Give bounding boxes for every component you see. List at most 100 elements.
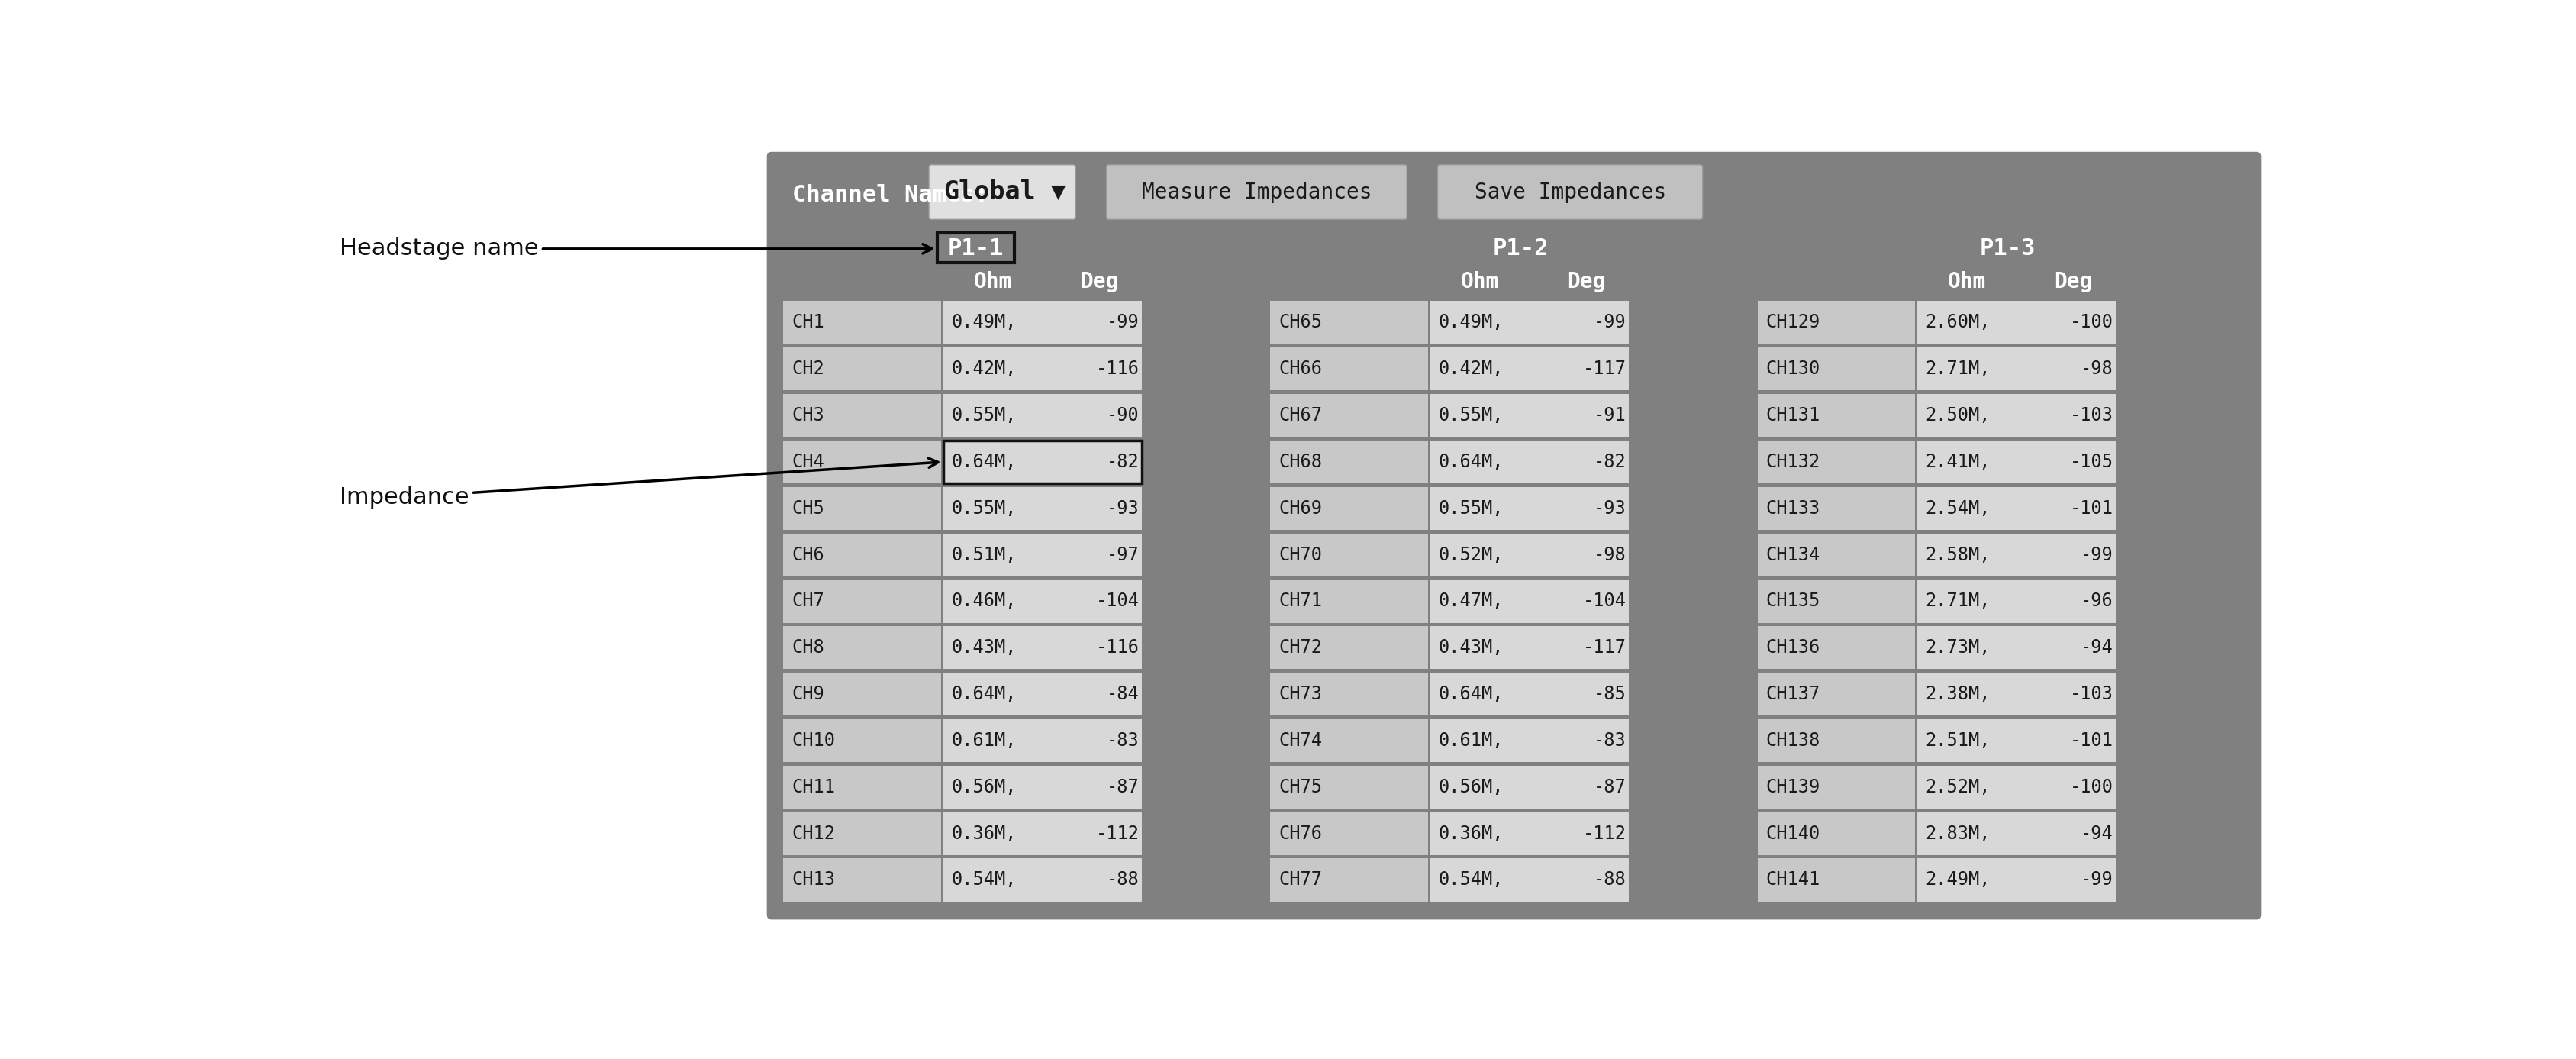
FancyBboxPatch shape	[1917, 672, 2115, 716]
Text: CH134: CH134	[1765, 545, 1821, 564]
FancyBboxPatch shape	[1917, 626, 2115, 669]
FancyBboxPatch shape	[1757, 766, 1914, 808]
FancyBboxPatch shape	[1430, 347, 1628, 391]
Text: 2.54M,: 2.54M,	[1924, 499, 1991, 518]
FancyBboxPatch shape	[943, 347, 1141, 391]
FancyBboxPatch shape	[1430, 487, 1628, 530]
Text: CH70: CH70	[1278, 545, 1321, 564]
Text: -83: -83	[1108, 732, 1139, 750]
Text: 2.71M,: 2.71M,	[1924, 360, 1991, 378]
FancyBboxPatch shape	[1917, 859, 2115, 901]
FancyBboxPatch shape	[1917, 534, 2115, 576]
Text: -99: -99	[1595, 313, 1625, 331]
FancyBboxPatch shape	[1757, 394, 1914, 437]
FancyBboxPatch shape	[783, 859, 940, 901]
Text: -101: -101	[2071, 499, 2112, 518]
FancyBboxPatch shape	[1430, 766, 1628, 808]
Text: CH135: CH135	[1765, 592, 1821, 610]
Text: -93: -93	[1595, 499, 1625, 518]
Text: CH6: CH6	[791, 545, 824, 564]
Text: Headstage name: Headstage name	[340, 237, 933, 259]
Text: -85: -85	[1595, 685, 1625, 703]
Text: 0.36M,: 0.36M,	[1437, 824, 1504, 843]
FancyBboxPatch shape	[943, 534, 1141, 576]
Text: -116: -116	[1095, 639, 1139, 657]
Text: P1-1: P1-1	[948, 237, 1005, 259]
Text: -87: -87	[1595, 778, 1625, 796]
FancyBboxPatch shape	[1430, 579, 1628, 623]
Text: -100: -100	[2071, 778, 2112, 796]
FancyBboxPatch shape	[1430, 534, 1628, 576]
FancyBboxPatch shape	[1270, 672, 1427, 716]
FancyBboxPatch shape	[783, 534, 940, 576]
FancyBboxPatch shape	[943, 719, 1141, 762]
FancyBboxPatch shape	[943, 301, 1141, 344]
Text: ▼: ▼	[1051, 183, 1066, 201]
FancyBboxPatch shape	[783, 719, 940, 762]
Text: -103: -103	[2071, 685, 2112, 703]
Text: 0.61M,: 0.61M,	[951, 732, 1018, 750]
Text: CH139: CH139	[1765, 778, 1821, 796]
Text: CH73: CH73	[1278, 685, 1321, 703]
Text: -91: -91	[1595, 407, 1625, 425]
FancyBboxPatch shape	[943, 672, 1141, 716]
Text: 0.54M,: 0.54M,	[1437, 870, 1504, 890]
Text: 0.56M,: 0.56M,	[1437, 778, 1504, 796]
FancyBboxPatch shape	[1270, 487, 1427, 530]
Text: CH130: CH130	[1765, 360, 1821, 378]
Text: CH75: CH75	[1278, 778, 1321, 796]
Text: 0.55M,: 0.55M,	[1437, 499, 1504, 518]
FancyBboxPatch shape	[1757, 441, 1914, 483]
FancyBboxPatch shape	[943, 812, 1141, 855]
Text: -101: -101	[2071, 732, 2112, 750]
Text: -112: -112	[1584, 824, 1625, 843]
FancyBboxPatch shape	[1917, 487, 2115, 530]
Text: Channel Names:: Channel Names:	[793, 184, 989, 207]
Text: 2.58M,: 2.58M,	[1924, 545, 1991, 564]
FancyBboxPatch shape	[783, 394, 940, 437]
FancyBboxPatch shape	[1917, 766, 2115, 808]
Text: 0.36M,: 0.36M,	[951, 824, 1018, 843]
FancyBboxPatch shape	[1757, 487, 1914, 530]
Text: Ohm: Ohm	[974, 271, 1012, 292]
Text: CH74: CH74	[1278, 732, 1321, 750]
FancyBboxPatch shape	[783, 487, 940, 530]
FancyBboxPatch shape	[1917, 394, 2115, 437]
Text: CH76: CH76	[1278, 824, 1321, 843]
Text: 0.52M,: 0.52M,	[1437, 545, 1504, 564]
FancyBboxPatch shape	[783, 579, 940, 623]
Text: CH4: CH4	[791, 453, 824, 471]
Text: 0.64M,: 0.64M,	[951, 453, 1018, 471]
Text: CH137: CH137	[1765, 685, 1821, 703]
FancyBboxPatch shape	[1917, 347, 2115, 391]
Text: -82: -82	[1108, 453, 1139, 471]
Text: Impedance: Impedance	[340, 459, 938, 508]
Text: 0.47M,: 0.47M,	[1437, 592, 1504, 610]
Text: -82: -82	[1595, 453, 1625, 471]
FancyBboxPatch shape	[1430, 859, 1628, 901]
Text: -94: -94	[2081, 824, 2112, 843]
Text: 0.49M,: 0.49M,	[1437, 313, 1504, 331]
FancyBboxPatch shape	[1270, 766, 1427, 808]
FancyBboxPatch shape	[1430, 812, 1628, 855]
FancyBboxPatch shape	[1757, 859, 1914, 901]
Text: 2.71M,: 2.71M,	[1924, 592, 1991, 610]
Text: CH132: CH132	[1765, 453, 1821, 471]
Text: 2.51M,: 2.51M,	[1924, 732, 1991, 750]
FancyBboxPatch shape	[1437, 165, 1703, 219]
FancyBboxPatch shape	[943, 441, 1141, 483]
FancyBboxPatch shape	[1270, 347, 1427, 391]
FancyBboxPatch shape	[1430, 301, 1628, 344]
FancyBboxPatch shape	[1270, 626, 1427, 669]
FancyBboxPatch shape	[1270, 394, 1427, 437]
Text: -104: -104	[1584, 592, 1625, 610]
Text: CH12: CH12	[791, 824, 835, 843]
Text: 0.46M,: 0.46M,	[951, 592, 1018, 610]
Text: -104: -104	[1095, 592, 1139, 610]
Text: 0.64M,: 0.64M,	[1437, 685, 1504, 703]
Text: Measure Impedances: Measure Impedances	[1141, 181, 1370, 202]
Text: CH9: CH9	[791, 685, 824, 703]
FancyBboxPatch shape	[1270, 301, 1427, 344]
FancyBboxPatch shape	[783, 626, 940, 669]
FancyBboxPatch shape	[783, 766, 940, 808]
